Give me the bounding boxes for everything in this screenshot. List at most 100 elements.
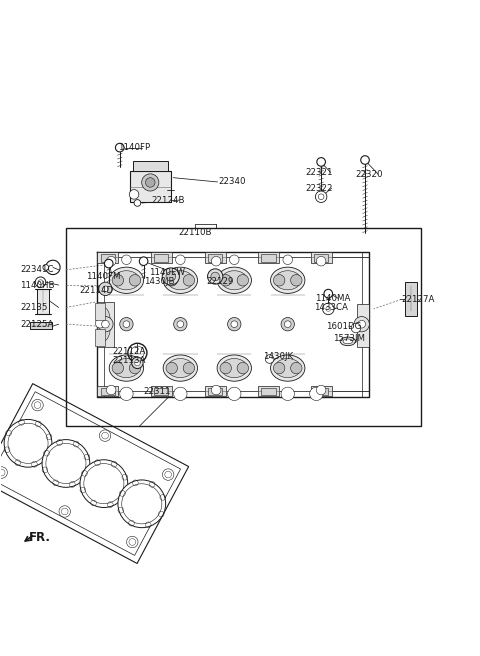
Ellipse shape	[275, 359, 301, 378]
Circle shape	[129, 190, 139, 199]
Circle shape	[237, 275, 249, 286]
Circle shape	[120, 318, 133, 331]
Circle shape	[4, 419, 52, 467]
Circle shape	[102, 320, 109, 328]
Text: 22110B: 22110B	[178, 228, 211, 237]
Bar	[154, 254, 168, 262]
Bar	[30, 322, 52, 329]
Text: 22341C: 22341C	[21, 265, 54, 274]
Text: 1433CA: 1433CA	[314, 304, 348, 312]
Text: 22112A: 22112A	[112, 348, 145, 356]
Bar	[357, 304, 369, 347]
Circle shape	[323, 303, 334, 315]
Bar	[262, 388, 276, 395]
Circle shape	[134, 199, 141, 206]
Circle shape	[162, 469, 174, 480]
Circle shape	[99, 282, 112, 296]
Text: FR.: FR.	[29, 531, 51, 544]
Ellipse shape	[113, 271, 140, 290]
Circle shape	[237, 362, 249, 374]
Text: 1430JB: 1430JB	[144, 277, 174, 286]
Circle shape	[211, 385, 221, 395]
Text: 1140FM: 1140FM	[86, 272, 121, 281]
Circle shape	[274, 362, 285, 374]
Bar	[151, 252, 172, 263]
Circle shape	[176, 255, 185, 264]
Bar	[151, 386, 172, 396]
Ellipse shape	[113, 359, 140, 378]
Bar	[36, 289, 49, 314]
Text: 1140MA: 1140MA	[315, 294, 351, 303]
Bar	[311, 252, 332, 263]
Circle shape	[59, 506, 71, 517]
Bar	[311, 386, 332, 396]
Ellipse shape	[97, 308, 111, 341]
Ellipse shape	[221, 359, 247, 378]
Circle shape	[281, 387, 294, 401]
Circle shape	[105, 259, 113, 268]
Circle shape	[265, 355, 274, 363]
Circle shape	[183, 275, 195, 286]
Circle shape	[132, 357, 143, 369]
Circle shape	[139, 257, 148, 266]
Text: 22129: 22129	[206, 277, 234, 286]
Circle shape	[103, 286, 108, 292]
Bar	[258, 252, 279, 263]
Circle shape	[0, 469, 5, 476]
Bar	[154, 388, 168, 395]
Circle shape	[0, 467, 7, 478]
Bar	[208, 388, 222, 395]
Circle shape	[99, 430, 111, 441]
Circle shape	[42, 440, 90, 487]
Ellipse shape	[217, 355, 252, 381]
Circle shape	[142, 174, 159, 191]
Bar	[66, 228, 421, 426]
Circle shape	[351, 323, 361, 333]
Text: 22322: 22322	[305, 184, 333, 193]
Circle shape	[121, 255, 131, 264]
Circle shape	[116, 143, 124, 152]
Circle shape	[290, 362, 302, 374]
Circle shape	[207, 269, 223, 284]
Circle shape	[354, 317, 369, 332]
Circle shape	[358, 320, 365, 328]
Bar	[130, 171, 171, 201]
Circle shape	[283, 255, 292, 264]
Circle shape	[102, 432, 108, 439]
Circle shape	[166, 272, 176, 281]
Circle shape	[43, 264, 48, 270]
Ellipse shape	[167, 359, 193, 378]
Ellipse shape	[217, 267, 252, 293]
Circle shape	[165, 471, 171, 478]
Circle shape	[112, 275, 123, 286]
Ellipse shape	[221, 271, 247, 290]
Circle shape	[80, 460, 128, 508]
Text: 22113A: 22113A	[112, 356, 145, 365]
Circle shape	[228, 387, 241, 401]
Ellipse shape	[271, 267, 305, 293]
Bar	[405, 281, 417, 316]
Bar	[95, 329, 106, 346]
Circle shape	[35, 277, 46, 287]
Circle shape	[120, 387, 133, 401]
Text: 22114D: 22114D	[79, 286, 113, 295]
Circle shape	[32, 400, 43, 411]
Circle shape	[310, 387, 323, 401]
Circle shape	[118, 480, 166, 527]
Circle shape	[166, 275, 178, 286]
Circle shape	[129, 362, 141, 374]
Bar	[97, 302, 114, 347]
Circle shape	[211, 256, 221, 266]
Circle shape	[127, 536, 138, 548]
Circle shape	[162, 268, 180, 285]
Bar	[204, 386, 226, 396]
Circle shape	[96, 318, 105, 328]
Bar	[101, 254, 115, 262]
Circle shape	[281, 318, 294, 331]
Ellipse shape	[340, 337, 356, 346]
Circle shape	[112, 362, 123, 374]
Text: 1140EW: 1140EW	[149, 268, 185, 277]
Circle shape	[61, 508, 68, 515]
Bar	[97, 252, 118, 263]
Circle shape	[284, 321, 291, 327]
